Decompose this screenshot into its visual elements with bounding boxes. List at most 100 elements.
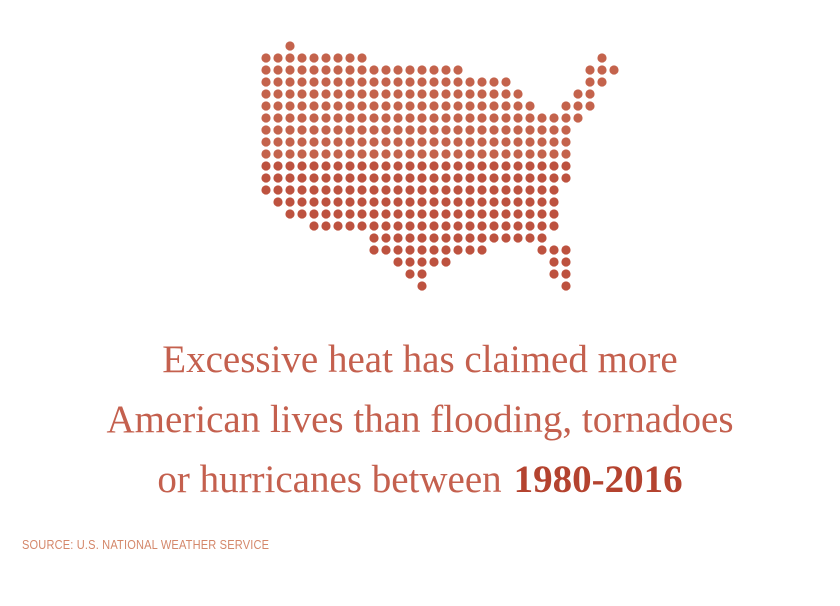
map-dot (525, 173, 535, 183)
map-dot (429, 101, 439, 111)
map-dot (273, 125, 283, 135)
map-dot (285, 185, 295, 195)
map-dot (453, 125, 463, 135)
map-dot (549, 161, 559, 171)
map-dot (477, 245, 487, 255)
map-dot (417, 245, 427, 255)
map-dot (441, 113, 451, 123)
map-dot (381, 185, 391, 195)
map-dot (537, 209, 547, 219)
headline-line: American lives than flooding, tornadoes (106, 398, 734, 441)
map-dot (561, 101, 571, 111)
map-dot (357, 101, 367, 111)
map-dot (525, 137, 535, 147)
map-dot (405, 77, 415, 87)
map-dot (561, 137, 571, 147)
map-dot (321, 185, 331, 195)
map-dot (369, 221, 379, 231)
map-dot (417, 281, 427, 291)
map-dot (417, 161, 427, 171)
map-dot (273, 137, 283, 147)
map-dot (321, 89, 331, 99)
map-dot (309, 221, 319, 231)
map-dot (441, 89, 451, 99)
map-dot (357, 125, 367, 135)
map-dot (477, 125, 487, 135)
map-dot (333, 209, 343, 219)
map-dot (429, 65, 439, 75)
map-dot (417, 77, 427, 87)
map-dot (537, 137, 547, 147)
map-dot (297, 173, 307, 183)
map-dot (477, 113, 487, 123)
map-dot (561, 113, 571, 123)
map-dot (537, 161, 547, 171)
map-dot (561, 149, 571, 159)
map-dot (321, 149, 331, 159)
map-dot (429, 209, 439, 219)
map-dot (417, 269, 427, 279)
map-dot (309, 161, 319, 171)
map-dot (357, 161, 367, 171)
map-dot (477, 101, 487, 111)
map-dot (285, 65, 295, 75)
map-dot (429, 89, 439, 99)
map-dot (405, 209, 415, 219)
map-dot (333, 125, 343, 135)
map-dot (597, 77, 607, 87)
map-dot (441, 77, 451, 87)
map-dot (453, 89, 463, 99)
map-dot (273, 53, 283, 63)
map-dot (309, 125, 319, 135)
map-dot (345, 173, 355, 183)
map-dot (525, 125, 535, 135)
map-dot (357, 197, 367, 207)
map-dot (441, 185, 451, 195)
map-dot (261, 53, 271, 63)
map-dot (405, 89, 415, 99)
map-dot (513, 113, 523, 123)
map-dot (309, 89, 319, 99)
map-dot (561, 161, 571, 171)
map-dot (441, 161, 451, 171)
map-dot (549, 185, 559, 195)
map-dot (465, 245, 475, 255)
map-dot (441, 209, 451, 219)
map-dot (393, 101, 403, 111)
map-dot (297, 89, 307, 99)
map-dot (333, 53, 343, 63)
map-dot (585, 101, 595, 111)
map-dot (453, 173, 463, 183)
map-dot (489, 197, 499, 207)
map-dot (525, 113, 535, 123)
map-dot (417, 113, 427, 123)
map-dot (381, 125, 391, 135)
map-dot (465, 137, 475, 147)
map-dot (285, 149, 295, 159)
map-dot (537, 233, 547, 243)
map-dot (333, 89, 343, 99)
map-dot (285, 161, 295, 171)
map-dot (477, 149, 487, 159)
map-dot (285, 113, 295, 123)
map-dot (513, 161, 523, 171)
map-dot (345, 101, 355, 111)
map-dot (393, 125, 403, 135)
map-dot (441, 137, 451, 147)
map-dot (321, 65, 331, 75)
map-dot (297, 77, 307, 87)
map-dot (309, 65, 319, 75)
map-dot (489, 77, 499, 87)
map-dot (309, 185, 319, 195)
map-dot (489, 161, 499, 171)
map-dot (417, 197, 427, 207)
map-dot (333, 161, 343, 171)
map-dot (285, 41, 295, 51)
map-dot (489, 185, 499, 195)
map-dot (429, 113, 439, 123)
map-dot (501, 185, 511, 195)
map-dot (405, 137, 415, 147)
map-dot (381, 89, 391, 99)
map-dot (261, 161, 271, 171)
map-dot (405, 221, 415, 231)
